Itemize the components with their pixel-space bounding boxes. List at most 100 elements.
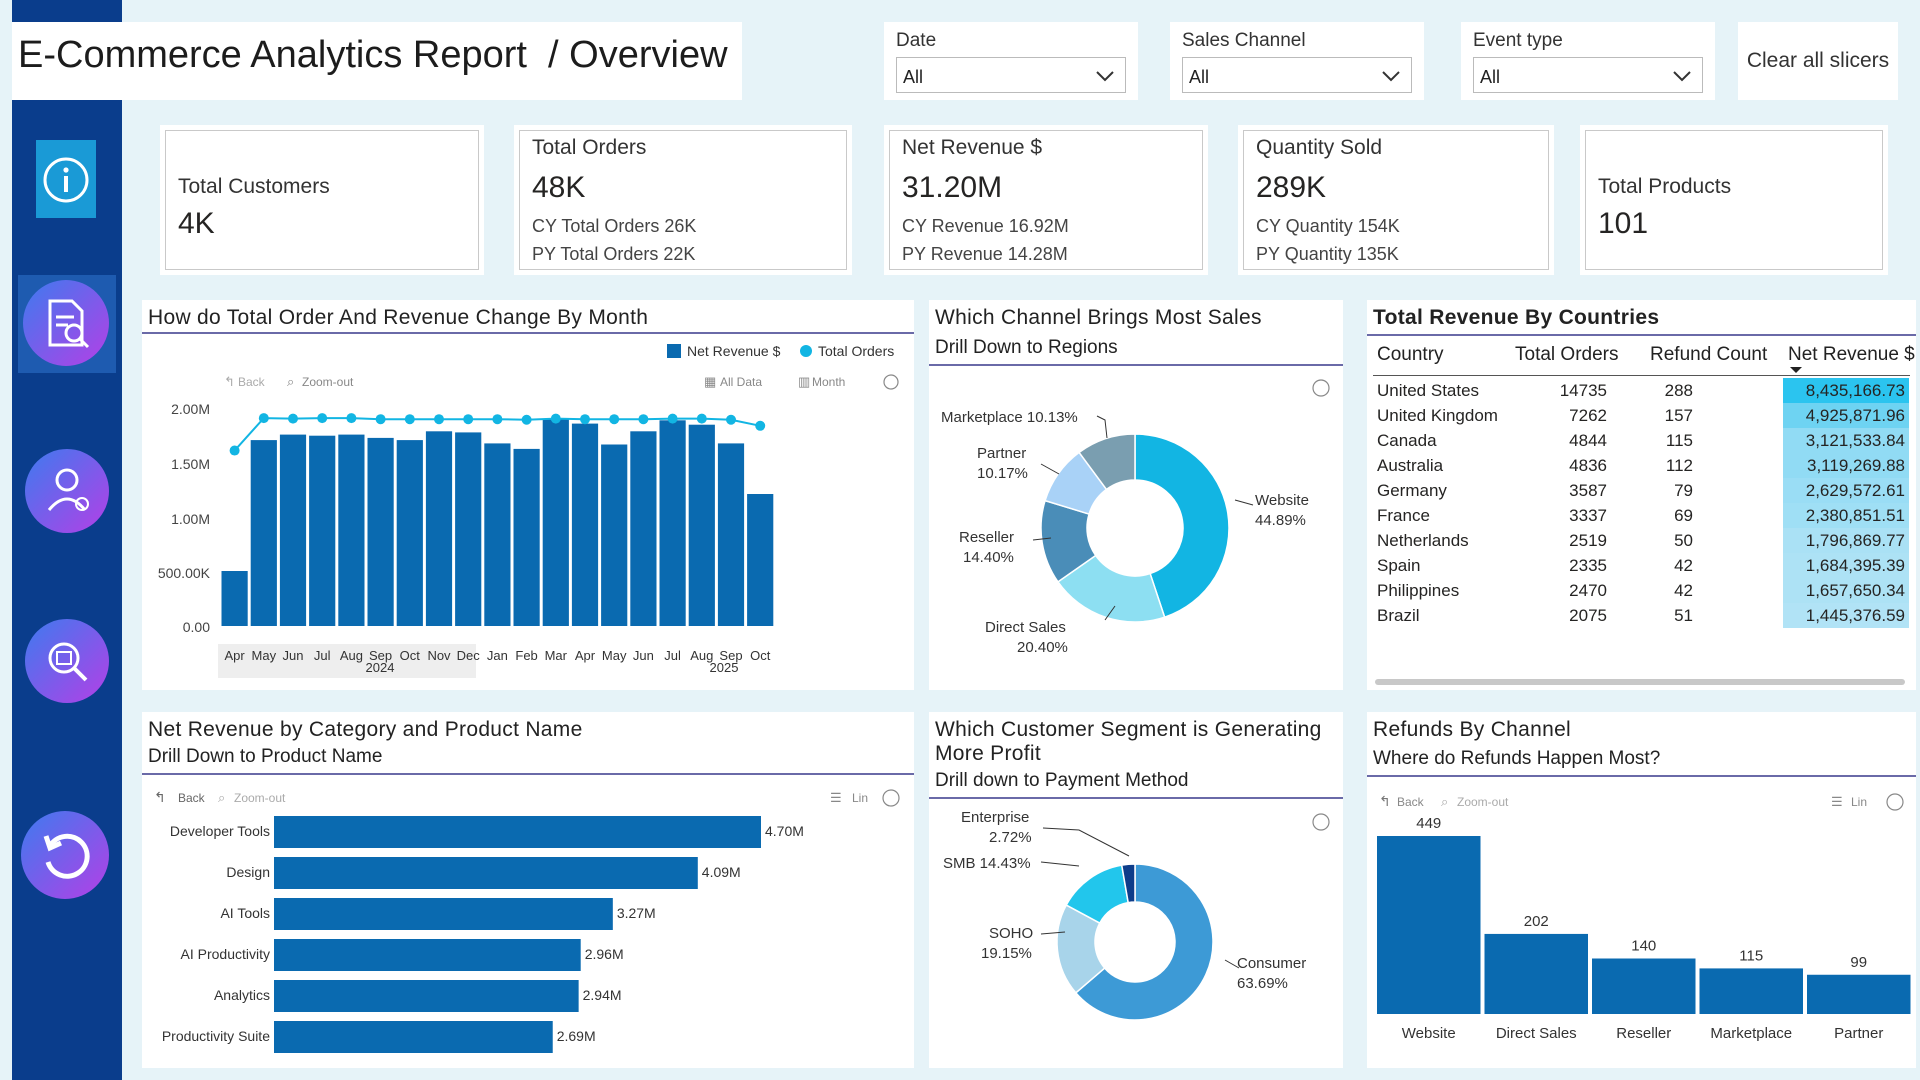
bar-chart-icon[interactable]: ▥ (798, 374, 810, 389)
help-icon[interactable] (1312, 813, 1330, 831)
revenue-bar[interactable] (717, 443, 745, 626)
revenue-bar[interactable] (425, 431, 453, 626)
orders-point[interactable] (492, 414, 503, 425)
help-icon[interactable] (883, 374, 899, 390)
header-rule (1373, 375, 1910, 376)
leader-line (1096, 415, 1108, 439)
zoom-out-icon[interactable]: ⌕ (287, 374, 294, 389)
revenue-bar[interactable] (747, 494, 774, 626)
revenue-cell: 1,445,376.59 (1783, 603, 1909, 628)
refund-bar[interactable] (1807, 974, 1911, 1014)
orders-point[interactable] (638, 414, 649, 425)
back-icon[interactable]: ↰ (154, 789, 166, 805)
donut-slice[interactable] (1134, 433, 1230, 619)
category-bar[interactable] (274, 898, 613, 930)
orders-point[interactable] (317, 413, 328, 424)
category-bar[interactable] (274, 939, 581, 971)
donut-slice[interactable] (1074, 863, 1214, 1021)
date-dropdown[interactable]: All (896, 57, 1126, 93)
back-label[interactable]: Back (1397, 795, 1425, 809)
list-icon[interactable]: ☰ (830, 790, 842, 805)
orders-point[interactable] (696, 413, 707, 424)
month-label[interactable]: Month (812, 375, 845, 389)
refund-bar[interactable] (1699, 968, 1804, 1014)
revenue-bar[interactable] (542, 419, 569, 626)
revenue-bar[interactable] (396, 440, 423, 626)
orders-point[interactable] (463, 414, 474, 425)
revenue-bar[interactable] (221, 571, 248, 626)
event-type-dropdown[interactable]: All (1473, 57, 1703, 93)
category-bar[interactable] (274, 980, 579, 1012)
sort-desc-icon[interactable] (1789, 366, 1803, 374)
revenue-bar[interactable] (484, 443, 511, 626)
donut-slice[interactable] (1120, 863, 1136, 904)
col-header-country[interactable]: Country (1377, 344, 1444, 365)
nav-product-button[interactable] (24, 618, 110, 704)
zoom-out-label[interactable]: Zoom-out (302, 375, 354, 389)
orders-point[interactable] (550, 413, 561, 424)
refund-value-label: 449 (1416, 815, 1441, 832)
lin-label[interactable]: Lin (1851, 795, 1867, 809)
nav-customer-button[interactable] (24, 448, 110, 534)
col-header-orders[interactable]: Total Orders (1515, 344, 1619, 365)
zoom-out-icon[interactable]: ⌕ (218, 790, 225, 805)
lin-label[interactable]: Lin (852, 791, 868, 805)
revenue-bar[interactable] (279, 434, 307, 626)
list-icon[interactable]: ☰ (1831, 794, 1843, 809)
back-label[interactable]: Back (178, 791, 206, 805)
orders-point[interactable] (258, 413, 269, 424)
revenue-bar[interactable] (455, 432, 482, 626)
zoom-out-label[interactable]: Zoom-out (234, 791, 286, 805)
col-header-refunds[interactable]: Refund Count (1650, 344, 1768, 365)
sales-channel-dropdown[interactable]: All (1182, 57, 1412, 93)
col-header-revenue[interactable]: Net Revenue $ (1788, 344, 1915, 365)
revenue-bar[interactable] (571, 423, 599, 626)
nav-reset-button[interactable] (20, 810, 110, 900)
orders-point[interactable] (229, 445, 240, 456)
revenue-bar[interactable] (250, 440, 277, 626)
revenue-bar[interactable] (688, 424, 715, 626)
back-icon[interactable]: ↰ (224, 374, 235, 389)
horizontal-scrollbar[interactable] (1375, 679, 1905, 685)
orders-point[interactable] (521, 414, 532, 425)
help-icon[interactable] (1312, 379, 1330, 397)
zoom-out-icon[interactable]: ⌕ (1441, 794, 1448, 809)
orders-point[interactable] (434, 414, 444, 425)
donut-slice[interactable] (1078, 433, 1136, 491)
category-bar[interactable] (274, 816, 761, 848)
revenue-bar[interactable] (601, 444, 628, 627)
zoom-out-label[interactable]: Zoom-out (1457, 795, 1509, 809)
help-icon[interactable] (882, 789, 900, 807)
back-icon[interactable]: ↰ (1379, 793, 1391, 809)
revenue-bar[interactable] (513, 448, 540, 626)
orders-point[interactable] (346, 413, 357, 424)
orders-point[interactable] (755, 420, 766, 431)
refund-bar[interactable] (1484, 933, 1589, 1014)
clear-all-slicers-button[interactable]: Clear all slicers (1738, 22, 1898, 100)
orders-point[interactable] (580, 414, 590, 425)
back-label[interactable]: Back (238, 375, 266, 389)
revenue-bar[interactable] (309, 435, 336, 626)
table-icon[interactable]: ▦ (704, 374, 716, 389)
kpi-title: Total Products (1598, 175, 1732, 198)
orders-point[interactable] (375, 414, 386, 425)
category-bar[interactable] (274, 857, 698, 889)
category-bar[interactable] (274, 1021, 553, 1053)
nav-info-button[interactable] (36, 140, 96, 218)
all-data-label[interactable]: All Data (720, 375, 762, 389)
refund-bar[interactable] (1377, 836, 1481, 1014)
smb-label: SMB 14.43% (943, 855, 1031, 872)
orders-point[interactable] (609, 414, 620, 425)
orders-point[interactable] (288, 413, 298, 424)
orders-point[interactable] (667, 413, 678, 424)
help-icon[interactable] (1886, 793, 1904, 811)
x-tick-label: Aug (340, 648, 363, 663)
orders-point[interactable] (404, 414, 415, 425)
refund-bar[interactable] (1592, 958, 1696, 1014)
revenue-bar[interactable] (630, 431, 657, 626)
orders-point[interactable] (726, 414, 736, 425)
nav-report-button[interactable] (18, 275, 116, 373)
revenue-bar[interactable] (367, 437, 394, 626)
revenue-bar[interactable] (338, 434, 365, 626)
revenue-bar[interactable] (659, 420, 686, 626)
